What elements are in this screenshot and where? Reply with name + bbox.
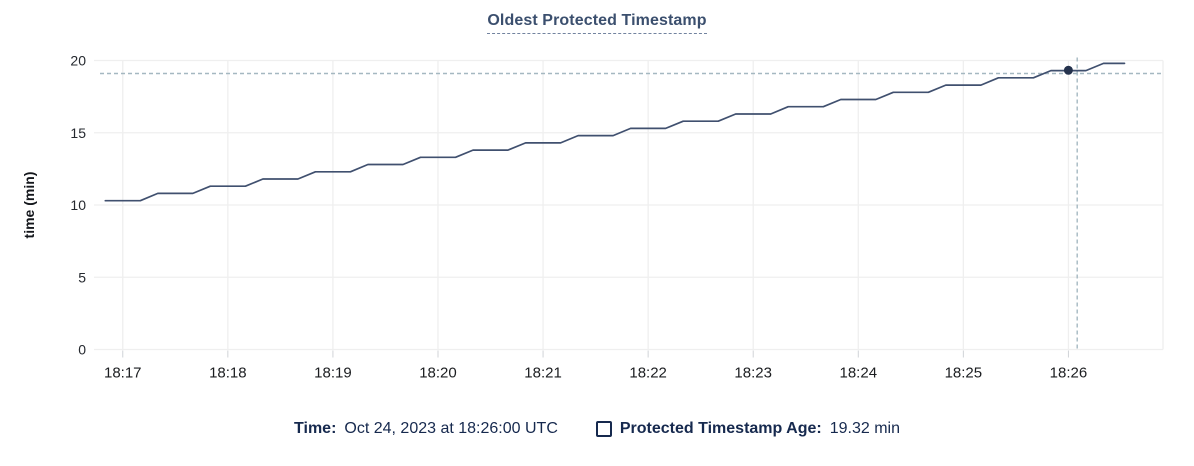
series-label: Protected Timestamp Age: [619, 420, 822, 437]
time-label: Time: [294, 420, 337, 437]
y-tick-label: 5 [78, 269, 86, 285]
y-tick-label: 0 [78, 342, 86, 358]
legend-time-readout: Time: Oct 24, 2023 at 18:26:00 UTC [294, 420, 558, 438]
x-tick-label: 18:20 [419, 365, 457, 382]
x-tick-label: 18:23 [734, 365, 772, 382]
axis-layer: 0 5 10 15 20 18:17 18:18 18:19 18:20 18:21 18:22 18… [70, 53, 1087, 382]
x-tick-label: 18:22 [629, 365, 667, 382]
legend-checkbox-icon[interactable] [595, 421, 612, 437]
y-axis-label: time (min) [21, 172, 37, 239]
chart-title[interactable]: Oldest Protected Timestamp [487, 12, 707, 34]
y-tick-label: 10 [70, 197, 86, 213]
x-tick-label: 18:17 [104, 365, 142, 382]
legend-item-protected-timestamp-age[interactable]: Protected Timestamp Age: 19.32 min [595, 420, 900, 438]
crosshair-layer [100, 57, 1163, 350]
series-value: 19.32 min [829, 420, 900, 437]
x-tick-label: 18:26 [1050, 365, 1088, 382]
y-tick-label: 15 [70, 125, 86, 141]
x-tick-label: 18:21 [524, 365, 562, 382]
x-tick-label: 18:25 [945, 365, 983, 382]
x-tick-label: 18:19 [314, 365, 352, 382]
chart-legend: Time: Oct 24, 2023 at 18:26:00 UTC Prote… [0, 420, 1194, 438]
line-chart[interactable]: 0 5 10 15 20 18:17 18:18 18:19 18:20 18:21 18:22 18… [0, 0, 1194, 406]
y-tick-label: 20 [70, 53, 86, 69]
series-line-protected-timestamp-age [104, 62, 1126, 202]
time-value: Oct 24, 2023 at 18:26:00 UTC [344, 420, 558, 437]
grid-layer [94, 59, 1164, 351]
series-layer [104, 62, 1126, 202]
chart-title-row: Oldest Protected Timestamp [0, 12, 1194, 34]
x-tick-label: 18:18 [209, 365, 247, 382]
hover-point-dot [1063, 65, 1073, 75]
x-tick-label: 18:24 [840, 365, 878, 382]
